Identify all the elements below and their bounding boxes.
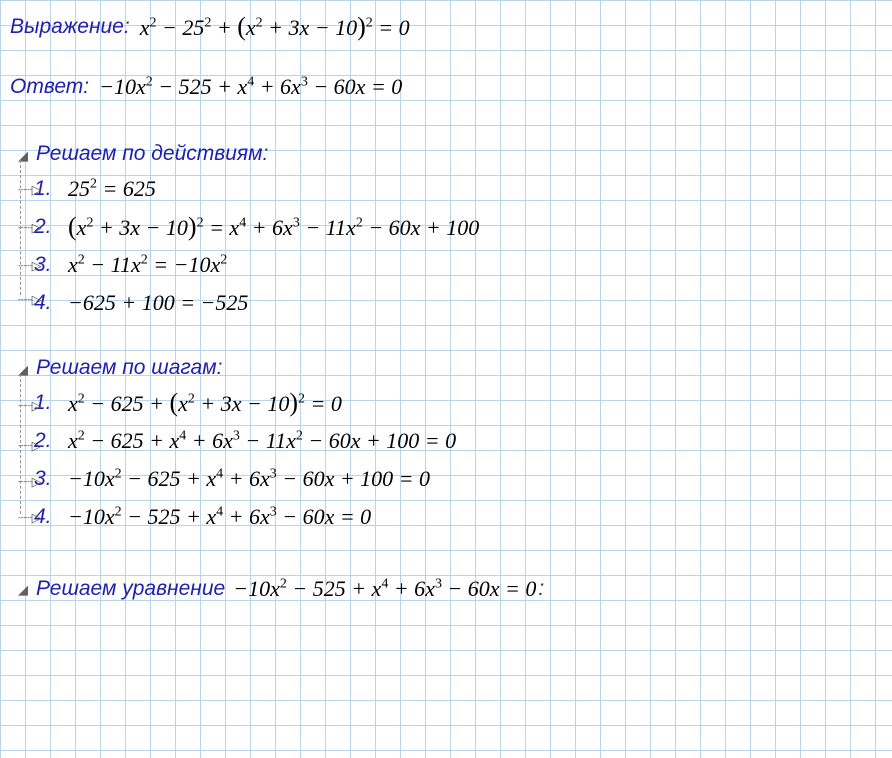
step-row: 2. x2 − 625 + x4 + 6x3 − 11x2 − 60x + 10…	[34, 424, 882, 458]
tree-child-icon: ┄┄▷	[18, 510, 42, 526]
answer-math: −10x2 − 525 + x4 + 6x3 − 60x = 0	[99, 74, 402, 100]
tree-child-icon: ┄┄▷	[18, 182, 42, 198]
section-solve-equation: ◢ Решаем уравнение −10x2 − 525 + x4 + 6x…	[10, 576, 882, 602]
step-row: 1. 252 = 625	[34, 172, 882, 206]
step-math: 252 = 625	[68, 176, 156, 202]
step-row: 4. −625 + 100 = −525	[34, 286, 882, 320]
section-by-actions: ◢ Решаем по действиям: ┄┄▷ 1. 252 = 625 …	[10, 142, 882, 320]
step-math: −10x2 − 625 + x4 + 6x3 − 60x + 100 = 0	[68, 466, 430, 492]
final-line: Решаем уравнение −10x2 − 525 + x4 + 6x3 …	[36, 576, 882, 602]
step-math: x2 − 625 + (x2 + 3x − 10)2 = 0	[68, 388, 342, 418]
tree-child-icon: ┄┄▷	[18, 398, 42, 414]
expression-math: x2 − 252 + (x2 + 3x − 10)2 = 0	[140, 12, 410, 42]
tree-vline	[20, 374, 21, 514]
step-math: −10x2 − 525 + x4 + 6x3 − 60x = 0	[68, 504, 371, 530]
tree-child-icon: ┄┄▷	[18, 292, 42, 308]
section1-title: Решаем по действиям:	[36, 142, 882, 166]
answer-line: Ответ: −10x2 − 525 + x4 + 6x3 − 60x = 0	[10, 72, 882, 102]
section2-title: Решаем по шагам:	[36, 356, 882, 380]
step-row: 3. −10x2 − 625 + x4 + 6x3 − 60x + 100 = …	[34, 462, 882, 496]
final-suffix: :	[538, 577, 544, 601]
step-row: 1. x2 − 625 + (x2 + 3x − 10)2 = 0	[34, 386, 882, 420]
step-row: 2. (x2 + 3x − 10)2 = x4 + 6x3 − 11x2 − 6…	[34, 210, 882, 244]
answer-label: Ответ:	[10, 75, 89, 99]
tree-root-icon: ◢	[18, 582, 28, 598]
step-row: 3. x2 − 11x2 = −10x2	[34, 248, 882, 282]
expression-label: Выражение:	[10, 15, 130, 39]
tree-child-icon: ┄┄▷	[18, 220, 42, 236]
tree-child-icon: ┄┄▷	[18, 474, 42, 490]
math-worksheet: Выражение: x2 − 252 + (x2 + 3x − 10)2 = …	[0, 0, 892, 614]
tree-child-icon: ┄┄▷	[18, 258, 42, 274]
final-label: Решаем уравнение	[36, 577, 225, 601]
tree-vline	[20, 160, 21, 295]
final-math: −10x2 − 525 + x4 + 6x3 − 60x = 0	[233, 576, 536, 602]
tree-child-icon: ┄┄▷	[18, 438, 42, 454]
step-math: −625 + 100 = −525	[68, 290, 248, 316]
step-math: x2 − 625 + x4 + 6x3 − 11x2 − 60x + 100 =…	[68, 428, 456, 454]
step-math: x2 − 11x2 = −10x2	[68, 252, 227, 278]
expression-line: Выражение: x2 − 252 + (x2 + 3x − 10)2 = …	[10, 12, 882, 42]
step-row: 4. −10x2 − 525 + x4 + 6x3 − 60x = 0	[34, 500, 882, 534]
section-by-steps: ◢ Решаем по шагам: ┄┄▷ 1. x2 − 625 + (x2…	[10, 356, 882, 534]
step-math: (x2 + 3x − 10)2 = x4 + 6x3 − 11x2 − 60x …	[68, 212, 479, 242]
